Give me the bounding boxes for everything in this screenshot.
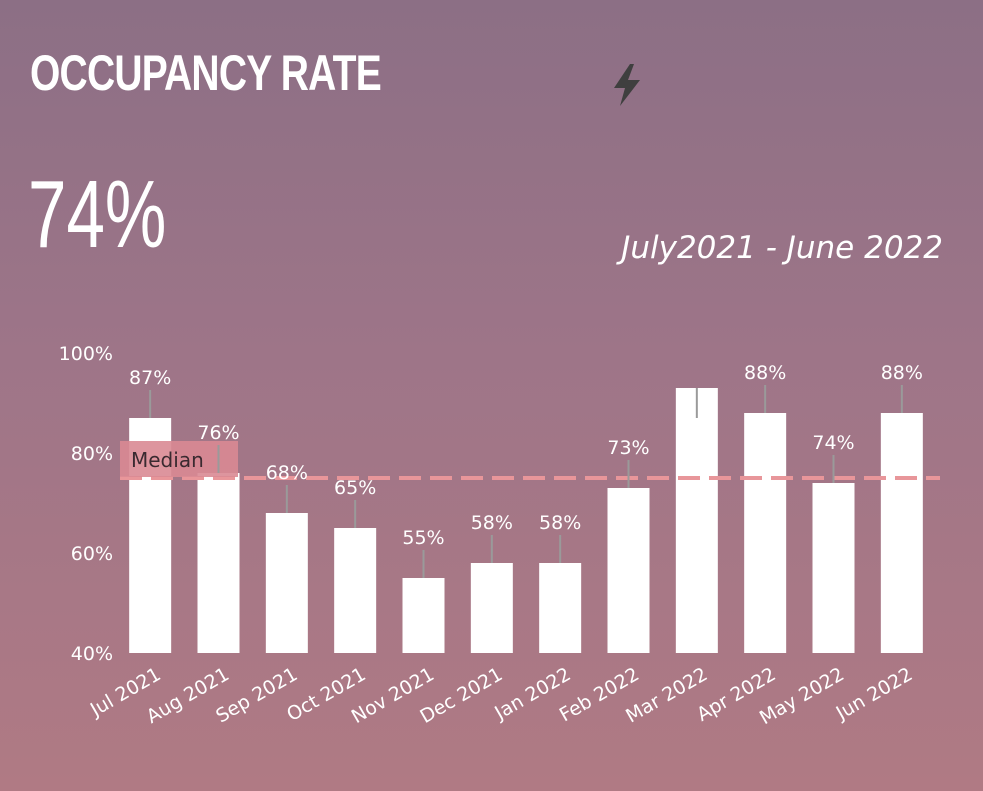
bar (334, 528, 377, 653)
bar (470, 563, 513, 653)
bar (197, 473, 240, 653)
bar (744, 413, 787, 653)
data-label: 88% (881, 362, 923, 384)
bar (402, 578, 445, 653)
y-tick-label: 100% (59, 343, 113, 365)
median-label: Median (131, 448, 204, 472)
date-range: July2021 - June 2022 (621, 230, 943, 266)
bar (539, 563, 582, 653)
data-label: 68% (266, 462, 308, 484)
y-tick-label: 80% (71, 443, 113, 465)
bar (265, 513, 308, 653)
data-label: 55% (402, 527, 444, 549)
data-label: 65% (334, 477, 376, 499)
data-label: 58% (539, 512, 581, 534)
data-label: 73% (607, 437, 649, 459)
bar (812, 483, 855, 653)
data-label: 76% (197, 422, 239, 444)
y-tick-label: 60% (71, 543, 113, 565)
data-label: 88% (744, 362, 786, 384)
kpi-value: 74% (28, 161, 167, 268)
data-label: 87% (129, 367, 171, 389)
x-tick-label: Jun 2022 (832, 663, 917, 725)
chart-title: OCCUPANCY RATE (30, 45, 382, 101)
data-label: S% (680, 423, 713, 445)
data-label: 74% (812, 432, 854, 454)
bar (607, 488, 650, 653)
lightning-bolt-icon (610, 64, 644, 110)
data-label: 58% (471, 512, 513, 534)
y-tick-label: 40% (71, 643, 113, 665)
bar (675, 388, 718, 653)
bar (880, 413, 923, 653)
